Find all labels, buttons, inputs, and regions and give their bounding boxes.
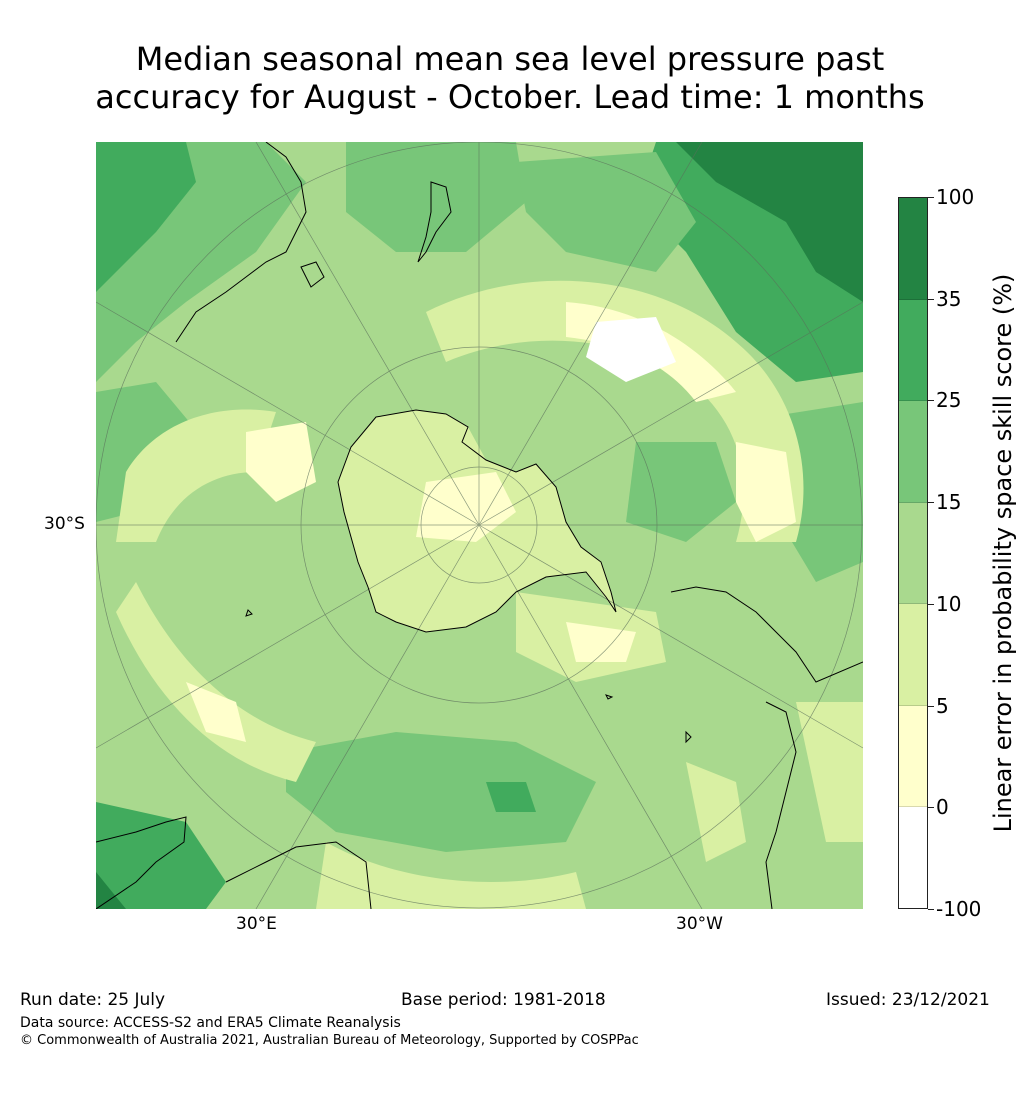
colorbar-tick-label: -100 — [936, 897, 982, 921]
colorbar-tick-label: 100 — [936, 185, 975, 209]
islands-coast — [245, 609, 692, 744]
new-zealand-coast — [417, 181, 452, 263]
coastlines — [96, 142, 863, 909]
colorbar — [898, 197, 928, 909]
lat-label-30s: 30°S — [44, 514, 85, 534]
colorbar-tick-label: 35 — [936, 287, 962, 311]
graticule — [96, 142, 863, 909]
low-skill-regions — [116, 280, 863, 909]
map-panel — [96, 142, 863, 909]
colorbar-tick-label: 25 — [936, 388, 962, 412]
antarctica-plateau — [416, 472, 516, 542]
run-date: Run date: 25 July — [20, 990, 166, 1010]
skill-score-map — [96, 142, 863, 909]
colorbar-tick-mark — [928, 909, 934, 910]
africa-coast — [96, 816, 372, 909]
antarctica-coast — [337, 409, 617, 633]
data-source: Data source: ACCESS-S2 and ERA5 Climate … — [20, 1015, 401, 1031]
colorbar-segment — [899, 299, 927, 402]
colorbar-segment — [899, 604, 927, 706]
lon-label-30w: 30°W — [676, 914, 723, 934]
chart-title: Median seasonal mean sea level pressure … — [0, 40, 1020, 116]
colorbar-segment — [899, 502, 927, 605]
colorbar-segment — [899, 198, 927, 300]
colorbar-tick-mark — [928, 299, 934, 300]
tasmania-coast — [300, 261, 325, 288]
australia-coast — [175, 142, 307, 343]
colorbar-tick-label: 10 — [936, 592, 962, 616]
colorbar-tick-label: 0 — [936, 795, 949, 819]
colorbar-tick-mark — [928, 502, 934, 503]
colorbar-tick-mark — [928, 400, 934, 401]
copyright: © Commonwealth of Australia 2021, Austra… — [20, 1033, 639, 1048]
colorbar-tick-mark — [928, 197, 934, 198]
colorbar-tick-label: 15 — [936, 490, 962, 514]
colorbar-tick-mark — [928, 604, 934, 605]
colorbar-segment — [899, 807, 927, 909]
colorbar-segment — [899, 705, 927, 808]
colorbar-segment — [899, 401, 927, 503]
issued-date: Issued: 23/12/2021 — [826, 990, 990, 1010]
south-america-coast — [670, 586, 863, 909]
base-period: Base period: 1981-2018 — [401, 990, 606, 1010]
colorbar-title: Linear error in probability space skill … — [989, 273, 1017, 833]
colorbar-tick-mark — [928, 706, 934, 707]
title-line-1: Median seasonal mean sea level pressure … — [135, 40, 885, 78]
colorbar-tick-label: 5 — [936, 694, 949, 718]
title-line-2: accuracy for August - October. Lead time… — [95, 78, 925, 116]
lon-label-30e: 30°E — [236, 914, 277, 934]
colorbar-tick-mark — [928, 807, 934, 808]
